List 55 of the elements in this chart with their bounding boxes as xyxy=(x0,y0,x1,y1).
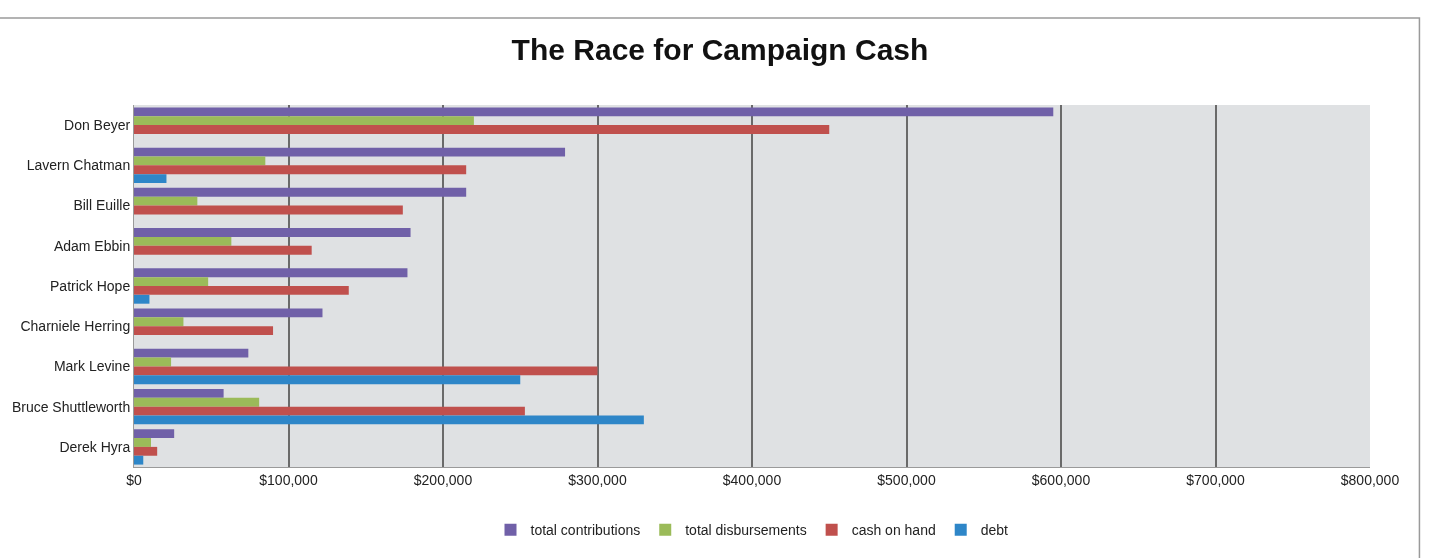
bar xyxy=(134,116,474,126)
bar xyxy=(134,294,150,304)
bar xyxy=(134,375,521,385)
y-tick-label: Patrick Hope xyxy=(50,277,131,294)
bar xyxy=(134,366,598,376)
bar xyxy=(134,348,249,358)
bar xyxy=(134,438,151,447)
legend-label: debt xyxy=(980,522,1009,539)
x-tick-label: $600,000 xyxy=(1031,471,1091,488)
bar xyxy=(134,317,184,327)
y-tick-label: Bill Euille xyxy=(73,197,131,214)
bar xyxy=(134,236,232,246)
bar xyxy=(134,268,408,278)
bar xyxy=(134,156,266,166)
legend-label: cash on hand xyxy=(851,522,936,539)
bar xyxy=(134,187,467,197)
y-tick-label: Mark Levine xyxy=(53,358,131,375)
bar xyxy=(134,455,144,465)
y-tick-label: Bruce Shuttleworth xyxy=(11,398,131,415)
x-tick-label: $300,000 xyxy=(568,471,627,488)
bar xyxy=(134,205,403,215)
bar xyxy=(134,415,644,425)
y-tick-label: Charniele Herring xyxy=(20,318,131,335)
x-tick-label: $0 xyxy=(126,471,142,488)
bar xyxy=(134,277,209,286)
bar xyxy=(134,107,1054,117)
chart-title: The Race for Campaign Cash xyxy=(511,33,929,67)
y-tick-label: Derek Hyra xyxy=(59,438,131,455)
bar xyxy=(134,245,312,255)
bar xyxy=(134,165,467,175)
y-tick-label: Lavern Chatman xyxy=(26,157,131,174)
bar xyxy=(134,388,224,398)
bar xyxy=(134,397,260,407)
y-tick-label: Adam Ebbin xyxy=(53,237,131,254)
x-tick-label: $100,000 xyxy=(259,471,318,488)
bar xyxy=(134,429,175,439)
x-tick-label: $400,000 xyxy=(722,471,782,488)
legend-label: total contributions xyxy=(530,522,641,539)
bar xyxy=(134,147,566,157)
bar xyxy=(134,196,198,206)
bar xyxy=(134,446,158,456)
x-tick-label: $500,000 xyxy=(877,471,936,488)
bar xyxy=(134,125,830,134)
bar xyxy=(134,326,274,336)
bar xyxy=(134,357,172,367)
x-tick-label: $700,000 xyxy=(1186,471,1245,488)
legend-label: total disbursements xyxy=(685,522,807,539)
bar xyxy=(134,406,525,416)
bar xyxy=(134,286,349,295)
bar xyxy=(134,308,323,318)
y-tick-label: Don Beyer xyxy=(64,117,131,134)
x-tick-label: $800,000 xyxy=(1340,471,1400,488)
bar xyxy=(134,174,167,184)
x-tick-label: $200,000 xyxy=(413,471,473,488)
bar xyxy=(134,228,411,237)
